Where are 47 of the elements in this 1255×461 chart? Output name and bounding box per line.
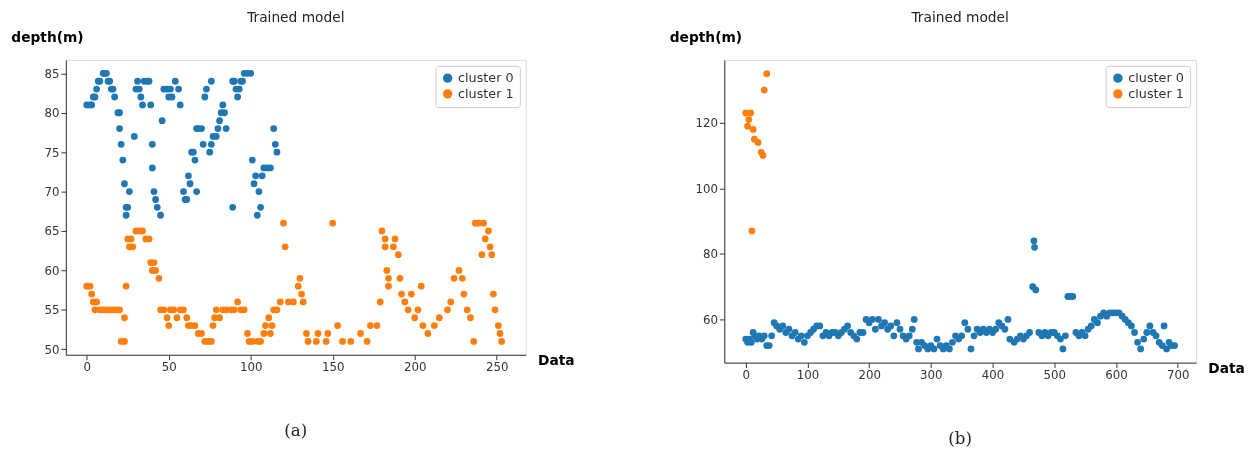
y-tick-label: 80 (702, 247, 718, 262)
y-tick-label: 60 (702, 312, 718, 327)
y-axis-title: depth(m) (669, 28, 743, 45)
text: (a) (284, 420, 308, 441)
x-tick-label: 50 (161, 360, 177, 374)
y-tick-label: 55 (44, 303, 60, 318)
legend-label: cluster 1 (457, 85, 514, 101)
y-tick-label: 80 (44, 106, 60, 121)
x-tick-label: 0 (742, 367, 750, 382)
y-tick-label: 60 (44, 263, 60, 278)
point (763, 70, 771, 78)
legend-label: cluster 0 (457, 70, 514, 86)
legend-label: cluster 1 (1128, 85, 1184, 101)
x-axis-title: Data (538, 352, 575, 369)
x-tick-label: 500 (1043, 367, 1067, 382)
chart-title: Trained model (910, 8, 1009, 25)
x-tick-label: 150 (321, 360, 345, 374)
x-tick-label: 100 (796, 367, 820, 382)
text: (b) (948, 428, 973, 449)
point (760, 86, 768, 94)
x-tick-label: 400 (981, 367, 1005, 382)
y-tick-label: 100 (695, 181, 718, 196)
x-axis-title: Data (1208, 359, 1245, 376)
y-tick-label: 65 (44, 224, 60, 239)
x-tick-label: 200 (858, 367, 881, 382)
x-tick-label: 250 (485, 360, 509, 374)
legend-label: cluster 0 (1128, 70, 1184, 86)
y-axis-title: depth(m) (11, 28, 84, 45)
x-tick-label: 700 (1166, 367, 1190, 382)
y-tick-label: 75 (44, 145, 60, 160)
x-tick-label: 600 (1105, 367, 1128, 382)
y-tick-label: 50 (44, 342, 60, 357)
x-tick-label: 200 (403, 360, 427, 374)
point (749, 126, 757, 133)
point (745, 116, 753, 123)
point (748, 227, 756, 235)
y-tick-label: 70 (44, 185, 60, 200)
chart-title: Trained model (246, 8, 345, 25)
x-tick-label: 300 (920, 367, 943, 382)
y-tick-label: 85 (44, 66, 60, 81)
point (744, 122, 751, 130)
x-tick-label: 0 (83, 360, 91, 374)
point (754, 139, 762, 146)
x-tick-label: 100 (239, 360, 263, 374)
y-tick-label: 120 (695, 116, 718, 131)
point (759, 152, 767, 160)
point (747, 109, 755, 117)
